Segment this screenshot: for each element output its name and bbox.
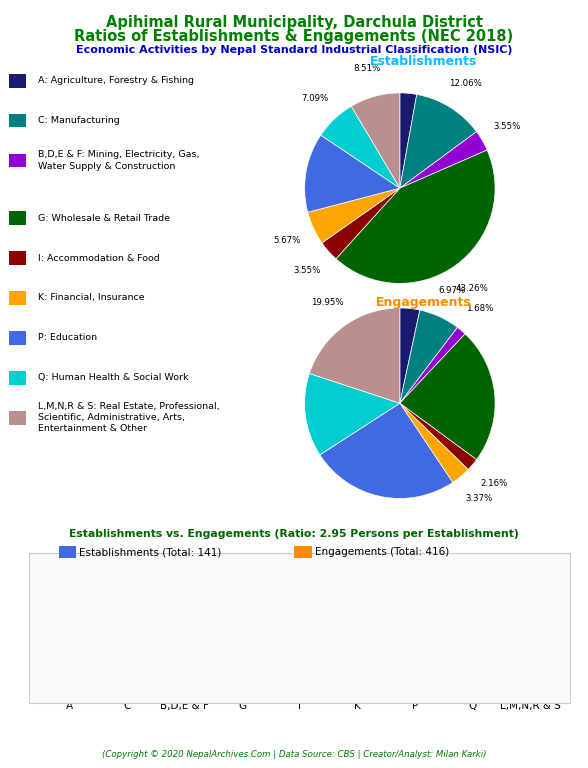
Text: Engagements: Engagements: [376, 296, 471, 309]
Text: C: Manufacturing: C: Manufacturing: [38, 116, 120, 125]
Bar: [222, 632, 242, 691]
Text: 10: 10: [458, 670, 467, 680]
Text: 5: 5: [285, 680, 295, 685]
Text: 5.67%: 5.67%: [274, 236, 301, 245]
Bar: [165, 687, 185, 691]
Bar: [415, 589, 435, 691]
Wedge shape: [351, 93, 400, 188]
Bar: [70, 677, 90, 691]
Wedge shape: [400, 308, 420, 403]
Text: Establishments (Total: 141): Establishments (Total: 141): [79, 547, 222, 558]
Wedge shape: [400, 403, 476, 469]
Bar: [510, 680, 530, 691]
Bar: [107, 674, 128, 691]
Wedge shape: [309, 308, 400, 403]
Bar: [472, 634, 493, 691]
Text: 19: 19: [400, 660, 409, 672]
Text: 8: 8: [343, 677, 352, 683]
Bar: [49, 687, 70, 691]
Text: 2.84%: 2.84%: [0, 767, 1, 768]
Wedge shape: [400, 310, 457, 403]
Wedge shape: [305, 373, 400, 455]
Text: 3.55%: 3.55%: [493, 122, 521, 131]
Text: 14: 14: [363, 666, 372, 677]
Text: 7: 7: [191, 678, 199, 684]
Text: 43.26%: 43.26%: [456, 284, 489, 293]
Text: 6.97%: 6.97%: [438, 286, 465, 295]
Wedge shape: [400, 93, 417, 188]
Text: Economic Activities by Nepal Standard Industrial Classification (NSIC): Economic Activities by Nepal Standard In…: [76, 45, 512, 55]
Text: 3.55%: 3.55%: [293, 266, 321, 275]
Text: 17: 17: [113, 663, 122, 674]
Bar: [530, 611, 550, 691]
Bar: [395, 673, 415, 691]
Text: 12: 12: [516, 667, 524, 679]
Text: 4: 4: [55, 680, 64, 687]
Text: Establishments vs. Engagements (Ratio: 2.95 Persons per Establishment): Establishments vs. Engagements (Ratio: 2…: [69, 529, 519, 539]
Text: Ratios of Establishments & Engagements (NEC 2018): Ratios of Establishments & Engagements (…: [74, 29, 514, 45]
Text: 14: 14: [75, 666, 84, 677]
Text: L,M,N,R & S: Real Estate, Professional,
Scientific, Administrative, Arts,
Entert: L,M,N,R & S: Real Estate, Professional, …: [38, 402, 220, 433]
Bar: [338, 684, 358, 691]
Text: 61: 61: [228, 620, 237, 631]
Text: 105: 105: [420, 571, 429, 588]
Text: 9: 9: [305, 676, 315, 681]
Wedge shape: [305, 135, 400, 212]
Text: 8.51%: 8.51%: [353, 65, 381, 73]
Text: 5: 5: [171, 680, 179, 685]
Text: Apihimal Rural Municipality, Darchula District: Apihimal Rural Municipality, Darchula Di…: [105, 15, 483, 31]
Text: Q: Human Health & Social Work: Q: Human Health & Social Work: [38, 373, 189, 382]
Text: 59: 59: [478, 622, 487, 633]
Wedge shape: [308, 188, 400, 243]
Text: Establishments: Establishments: [370, 55, 477, 68]
Text: P: Education: P: Education: [38, 333, 98, 343]
Text: 23.08%: 23.08%: [0, 767, 1, 768]
Text: 29: 29: [133, 651, 142, 662]
Text: K: Financial, Insurance: K: Financial, Insurance: [38, 293, 145, 303]
Wedge shape: [400, 94, 476, 188]
Wedge shape: [400, 334, 495, 460]
Bar: [185, 684, 205, 691]
Text: 3.37%: 3.37%: [465, 494, 493, 503]
Text: 1.68%: 1.68%: [466, 304, 493, 313]
Text: 13.48%: 13.48%: [0, 767, 1, 768]
Bar: [300, 683, 320, 691]
Text: 25.24%: 25.24%: [0, 767, 1, 768]
Text: 96: 96: [248, 586, 257, 597]
Text: I: Accommodation & Food: I: Accommodation & Food: [38, 253, 160, 263]
Text: G: Wholesale & Retail Trade: G: Wholesale & Retail Trade: [38, 214, 170, 223]
Text: Engagements (Total: 416): Engagements (Total: 416): [315, 547, 449, 558]
Text: 12.06%: 12.06%: [449, 78, 482, 88]
Text: 3.37%: 3.37%: [0, 767, 1, 768]
Wedge shape: [320, 106, 400, 188]
Text: 83: 83: [536, 598, 544, 609]
Text: 14.18%: 14.18%: [0, 767, 1, 768]
Wedge shape: [400, 327, 465, 403]
Text: (Copyright © 2020 NepalArchives.Com | Data Source: CBS | Creator/Analyst: Milan : (Copyright © 2020 NepalArchives.Com | Da…: [102, 750, 486, 759]
Wedge shape: [400, 131, 487, 188]
Wedge shape: [400, 403, 468, 482]
Text: 19.95%: 19.95%: [311, 299, 343, 307]
Bar: [358, 677, 377, 691]
Text: B,D,E & F: Mining, Electricity, Gas,
Water Supply & Construction: B,D,E & F: Mining, Electricity, Gas, Wat…: [38, 151, 200, 170]
Bar: [452, 681, 472, 691]
Wedge shape: [320, 403, 453, 498]
Bar: [128, 663, 148, 691]
Wedge shape: [322, 188, 400, 259]
Wedge shape: [336, 150, 495, 283]
Bar: [280, 687, 300, 691]
Text: 7.09%: 7.09%: [301, 94, 329, 103]
Text: A: Agriculture, Forestry & Fishing: A: Agriculture, Forestry & Fishing: [38, 76, 194, 85]
Text: 2.16%: 2.16%: [480, 478, 508, 488]
Bar: [242, 598, 262, 691]
